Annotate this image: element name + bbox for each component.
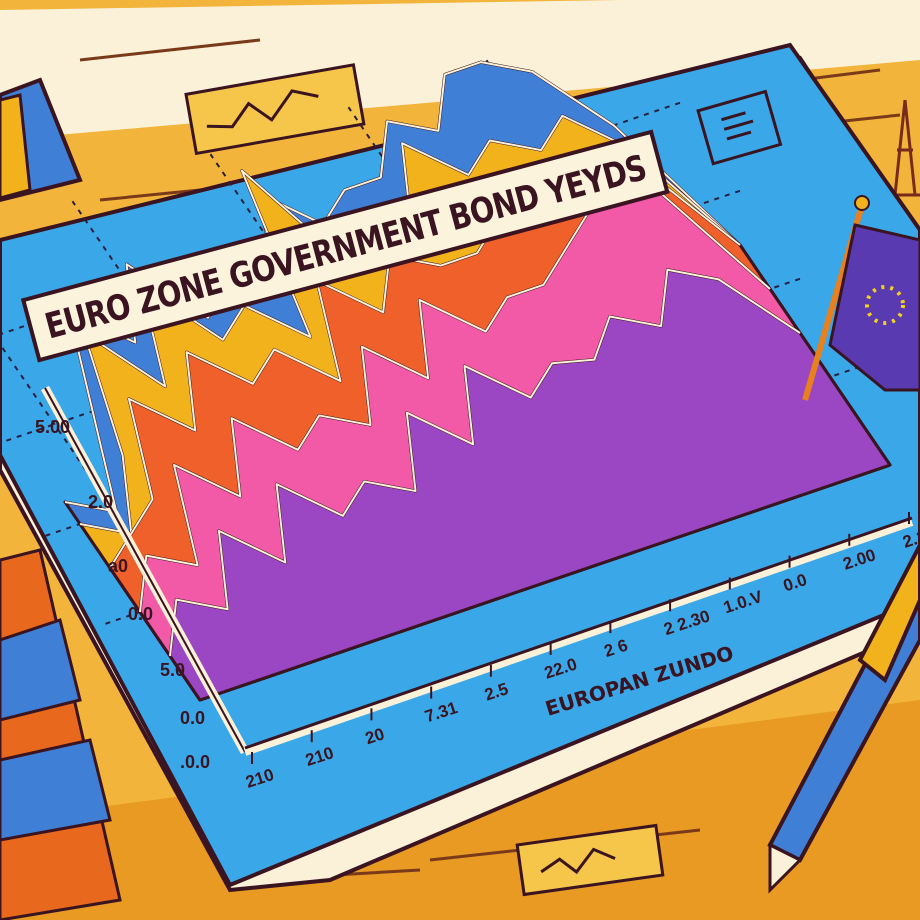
eiffel-tower-icon	[890, 99, 920, 197]
note-card	[184, 63, 366, 156]
y-tick-label: 0.0	[180, 708, 205, 728]
eu-flag-icon	[802, 195, 920, 401]
x-tick-label: 20	[363, 724, 387, 748]
y-tick-label: 5.00	[35, 417, 70, 437]
pen-bottom	[767, 544, 920, 894]
chart-axes	[41, 385, 914, 756]
y-tick-label: 5.0	[160, 660, 185, 680]
x-axis	[243, 518, 914, 756]
sticker	[696, 89, 783, 166]
note-card	[515, 823, 665, 897]
x-tick-label: 2.1	[900, 526, 920, 551]
pen-top	[0, 77, 83, 203]
y-tick-label: 2.0	[88, 492, 113, 512]
y-tick-label: a0	[108, 556, 128, 576]
y-tick-label: 0.0	[128, 604, 153, 624]
y-tick-label: .0.0	[180, 752, 210, 772]
book-stack	[0, 548, 122, 920]
y-tick-labels: 5.00 2.0 a0 0.0 5.0 0.0 .0.0	[35, 417, 210, 772]
series-outline-4	[139, 180, 771, 613]
series-outline-5	[169, 268, 801, 657]
